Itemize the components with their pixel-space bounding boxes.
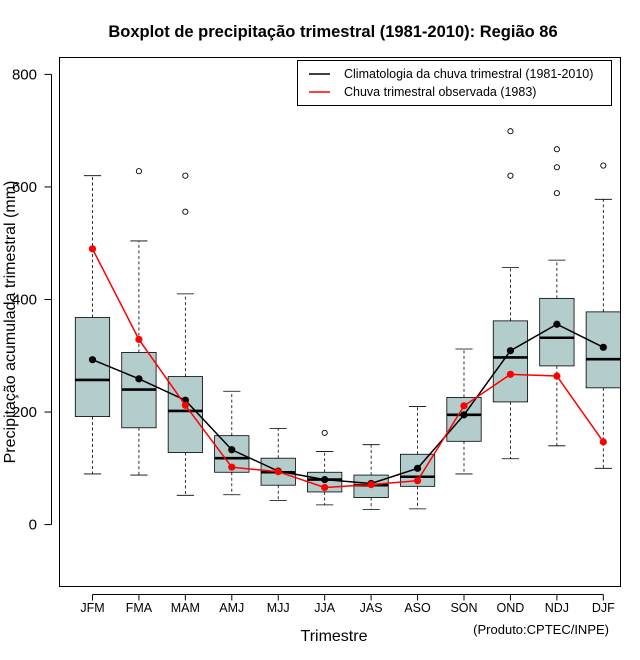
outlier-point: [507, 172, 514, 179]
box-iqr: [74, 317, 111, 417]
y-tick-label: 0: [29, 517, 37, 534]
box-iqr: [539, 297, 575, 367]
y-tick-label: 600: [12, 179, 37, 196]
x-tick-label: NDJ: [545, 601, 569, 615]
outlier-point: [182, 208, 189, 215]
x-tick-label: MAM: [171, 601, 200, 615]
outlier-point: [553, 190, 560, 197]
series-point: [506, 347, 515, 355]
x-axis: JFM FMA MAM AMJ MJJ JJA JAS ASO SON OND NDJ DJF: [80, 594, 615, 615]
y-axis: 0 200 400 600 800: [12, 66, 52, 534]
series-point: [553, 372, 561, 380]
series-point: [599, 343, 607, 351]
x-tick-label: AMJ: [219, 601, 244, 615]
series-point: [135, 335, 143, 344]
series-point: [321, 483, 329, 492]
series-group: [88, 245, 607, 492]
x-tick-label: FMA: [126, 601, 153, 615]
boxes-group: [74, 128, 621, 510]
plot-frame: [59, 57, 621, 587]
series-line: [91, 248, 604, 489]
legend: Climatologia da chuva trimestral (1981-2…: [297, 60, 612, 106]
box-jja: [307, 429, 343, 506]
series-0: [88, 320, 607, 488]
outlier-point: [182, 172, 189, 179]
legend-label-climatologia: Climatologia da chuva trimestral (1981-2…: [344, 67, 593, 81]
x-tick-label: MJJ: [267, 601, 290, 615]
credit-text: (Produto:CPTEC/INPE): [473, 622, 609, 637]
legend-frame: [297, 60, 612, 106]
x-tick-label: JJA: [314, 601, 336, 615]
outlier-point: [553, 146, 560, 153]
series-line: [92, 323, 604, 485]
x-tick-label: JAS: [360, 601, 383, 615]
series-point: [274, 468, 282, 476]
series-point: [367, 481, 375, 489]
y-tick-label: 800: [12, 66, 37, 83]
outlier-point: [321, 429, 328, 436]
series-point: [599, 438, 607, 446]
box-fma: [121, 168, 157, 476]
series-point: [181, 401, 189, 409]
box-amj: [214, 390, 250, 496]
box-jas: [353, 444, 389, 510]
box-djf: [585, 162, 621, 469]
series-point: [553, 320, 561, 328]
outlier-point: [553, 164, 560, 171]
series-point: [135, 375, 143, 383]
series-point: [228, 463, 236, 471]
series-point: [413, 464, 422, 472]
x-tick-label: JFM: [80, 601, 104, 615]
series-point: [88, 245, 97, 253]
y-tick-label: 400: [12, 291, 37, 308]
x-tick-label: OND: [497, 601, 525, 615]
series-1: [88, 245, 607, 492]
box-aso: [399, 406, 436, 510]
y-tick-label: 200: [12, 404, 37, 421]
box-jfm: [74, 175, 111, 475]
y-axis-label: Precipitação acumulada trimestral (mm): [2, 181, 19, 464]
x-tick-label: DJF: [592, 601, 615, 615]
outlier-point: [600, 162, 607, 169]
box-ond: [492, 128, 529, 460]
legend-label-observada: Chuva trimestral observada (1983): [344, 85, 536, 99]
outlier-point: [507, 128, 514, 135]
box-ndj: [539, 146, 575, 447]
series-point: [321, 475, 329, 484]
chart-title: Boxplot de precipitação trimestral (1981…: [108, 23, 557, 41]
box-mjj: [260, 427, 296, 501]
series-point: [228, 446, 236, 454]
series-point: [88, 356, 97, 364]
box-mam: [167, 172, 203, 496]
series-point: [413, 477, 422, 485]
series-point: [460, 411, 468, 419]
x-tick-label: ASO: [404, 601, 431, 615]
x-axis-label: Trimestre: [301, 628, 368, 645]
box-iqr: [492, 320, 529, 403]
x-tick-label: SON: [450, 601, 477, 615]
outlier-point: [135, 168, 142, 175]
series-point: [506, 370, 515, 378]
series-point: [460, 402, 468, 410]
